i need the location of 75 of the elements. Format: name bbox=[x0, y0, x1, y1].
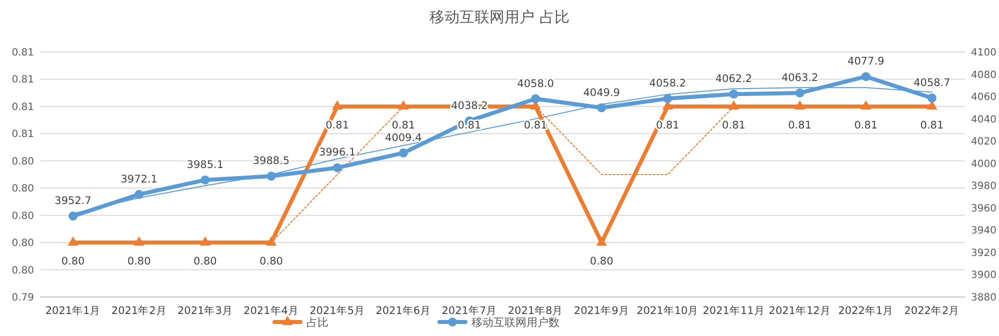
point bbox=[332, 163, 342, 172]
point bbox=[134, 190, 144, 199]
data-label: 0.80 bbox=[260, 256, 283, 268]
point bbox=[531, 94, 540, 104]
data-label: 4063.2 bbox=[781, 72, 818, 84]
x-tick-label: 2021年6月 bbox=[376, 305, 432, 317]
point bbox=[398, 148, 408, 158]
x-tick-label: 2021年11月 bbox=[702, 305, 765, 317]
y2-tick-label: 4000 bbox=[971, 158, 996, 170]
point bbox=[68, 212, 78, 221]
chart-title: 移动互联网用户 占比 bbox=[430, 8, 570, 26]
x-tick-label: 2021年4月 bbox=[244, 305, 299, 317]
point bbox=[861, 72, 870, 82]
y2-tick-label: 4060 bbox=[971, 92, 996, 104]
point bbox=[795, 88, 804, 98]
x-tick-label: 2021年1月 bbox=[45, 305, 101, 317]
point bbox=[200, 175, 210, 184]
data-label: 4058.2 bbox=[649, 78, 686, 90]
x-tick-label: 2022年1月 bbox=[838, 305, 894, 317]
y2-tick-label: 3920 bbox=[971, 248, 996, 259]
y2-tick-label: 4080 bbox=[971, 70, 996, 81]
data-label: 0.80 bbox=[590, 256, 614, 268]
legend-label: 占比 bbox=[306, 316, 328, 329]
data-label: 4009.4 bbox=[385, 132, 422, 144]
point bbox=[597, 103, 606, 112]
y-tick-label: 0.80 bbox=[12, 238, 34, 250]
x-tick-label: 2021年2月 bbox=[111, 305, 167, 317]
point bbox=[729, 90, 738, 99]
x-tick-label: 2021年7月 bbox=[442, 305, 498, 317]
y-tick-label: 0.80 bbox=[12, 210, 34, 222]
y-tick-label: 0.81 bbox=[12, 74, 34, 86]
data-label: 0.81 bbox=[392, 119, 416, 132]
y-tick-label: 0.81 bbox=[12, 102, 34, 113]
data-label: 4062.2 bbox=[715, 73, 752, 86]
legend-label: 移动互联网用户数 bbox=[472, 316, 560, 329]
y2-tick-label: 3980 bbox=[971, 181, 996, 192]
y-tick-label: 0.79 bbox=[12, 292, 34, 304]
data-label: 0.81 bbox=[854, 119, 878, 132]
data-label: 3988.5 bbox=[252, 155, 290, 168]
data-label: 3972.1 bbox=[120, 173, 158, 186]
y2-tick-label: 3940 bbox=[971, 226, 996, 237]
data-label: 4077.9 bbox=[848, 56, 884, 68]
y-tick-label: 0.81 bbox=[12, 48, 34, 58]
y-tick-label: 0.80 bbox=[12, 184, 34, 195]
data-label: 0.81 bbox=[920, 119, 944, 132]
y2-tick-label: 4040 bbox=[971, 114, 996, 126]
point bbox=[663, 94, 672, 104]
data-label: 3985.1 bbox=[186, 158, 224, 171]
data-label: 0.80 bbox=[193, 256, 217, 268]
y-tick-label: 0.80 bbox=[12, 156, 34, 168]
data-label: 4058.7 bbox=[914, 76, 950, 89]
point bbox=[266, 172, 276, 181]
data-label: 4049.9 bbox=[583, 86, 620, 99]
y2-tick-label: 4020 bbox=[971, 136, 996, 148]
data-label: 0.80 bbox=[127, 256, 151, 268]
x-tick-label: 2021年8月 bbox=[508, 305, 564, 317]
x-tick-label: 2021年3月 bbox=[177, 305, 233, 317]
data-label: 0.81 bbox=[788, 119, 812, 132]
y2-tick-label: 3900 bbox=[971, 270, 996, 282]
data-label: 3952.7 bbox=[54, 195, 92, 208]
x-tick-label: 2021年9月 bbox=[574, 305, 630, 317]
x-tick-label: 2021年5月 bbox=[310, 305, 366, 317]
y-tick-label: 0.81 bbox=[12, 129, 34, 140]
y-tick-label: 0.80 bbox=[12, 265, 34, 276]
point bbox=[927, 93, 936, 102]
y2-tick-label: 4100 bbox=[971, 48, 996, 58]
x-tick-label: 2021年10月 bbox=[636, 305, 699, 317]
data-label: 3996.1 bbox=[318, 146, 356, 159]
y2-tick-label: 3960 bbox=[971, 203, 996, 214]
x-tick-label: 2022年2月 bbox=[904, 305, 960, 317]
x-tick-label: 2021年12月 bbox=[768, 305, 831, 317]
data-label: 0.80 bbox=[61, 256, 85, 268]
data-label: 0.81 bbox=[722, 119, 746, 132]
data-label: 4058.0 bbox=[517, 78, 554, 90]
y2-tick-label: 3880 bbox=[971, 292, 996, 304]
